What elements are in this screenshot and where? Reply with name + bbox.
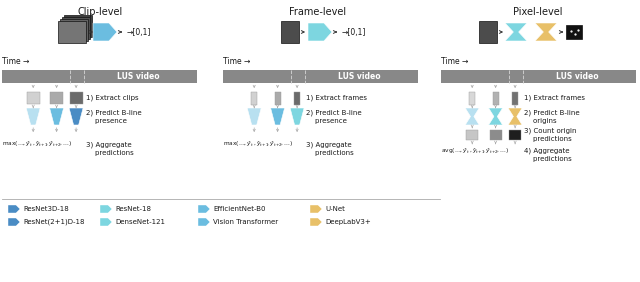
Text: 1) Extract frames: 1) Extract frames — [524, 95, 585, 101]
FancyBboxPatch shape — [469, 91, 475, 105]
Polygon shape — [271, 108, 285, 125]
FancyBboxPatch shape — [58, 21, 86, 43]
Polygon shape — [308, 23, 332, 41]
Polygon shape — [93, 23, 117, 41]
Polygon shape — [535, 23, 557, 41]
FancyBboxPatch shape — [60, 19, 88, 41]
Text: U-Net: U-Net — [325, 206, 345, 212]
Text: Pixel-level: Pixel-level — [513, 7, 563, 17]
FancyBboxPatch shape — [566, 25, 582, 39]
Text: Vision Transformer: Vision Transformer — [213, 219, 278, 225]
Text: 3) Count origin
    predictions: 3) Count origin predictions — [524, 128, 577, 142]
Polygon shape — [505, 23, 527, 41]
Polygon shape — [290, 108, 304, 125]
Polygon shape — [488, 108, 502, 125]
FancyBboxPatch shape — [509, 130, 521, 140]
Text: →[0,1]: →[0,1] — [127, 28, 152, 36]
FancyBboxPatch shape — [27, 92, 40, 104]
Polygon shape — [100, 205, 112, 213]
Polygon shape — [198, 218, 210, 226]
Text: Clip-level: Clip-level — [77, 7, 123, 17]
Text: 2) Predict B-line
    origins: 2) Predict B-line origins — [524, 109, 580, 124]
FancyBboxPatch shape — [275, 91, 280, 105]
FancyBboxPatch shape — [281, 21, 299, 43]
Text: $\max(\ldots,\hat{y}_t\,,\hat{y}_{t\!+\!1}\!,\hat{y}_{t\!+\!2}\!,\ldots)$: $\max(\ldots,\hat{y}_t\,,\hat{y}_{t\!+\!… — [2, 139, 72, 149]
Text: ResNet-18: ResNet-18 — [115, 206, 151, 212]
Polygon shape — [465, 108, 479, 125]
FancyBboxPatch shape — [479, 21, 497, 43]
Text: 1) Extract frames: 1) Extract frames — [306, 95, 367, 101]
Text: 4) Aggregate
    predictions: 4) Aggregate predictions — [524, 147, 572, 162]
FancyBboxPatch shape — [70, 92, 83, 104]
FancyBboxPatch shape — [62, 17, 90, 39]
Text: DenseNet-121: DenseNet-121 — [115, 219, 165, 225]
Text: LUS video: LUS video — [117, 72, 160, 81]
Polygon shape — [508, 108, 522, 125]
Text: LUS video: LUS video — [556, 72, 599, 81]
FancyBboxPatch shape — [64, 15, 92, 37]
Text: $\max(\ldots,\hat{y}_t\,,\hat{y}_{t\!+\!1}\!,\hat{y}_{t\!+\!2}\!,\ldots)$: $\max(\ldots,\hat{y}_t\,,\hat{y}_{t\!+\!… — [223, 139, 293, 149]
Text: Time →: Time → — [2, 58, 29, 67]
Text: 1) Extract clips: 1) Extract clips — [86, 95, 139, 101]
Text: Time →: Time → — [223, 58, 250, 67]
Text: ResNet(2+1)D-18: ResNet(2+1)D-18 — [23, 219, 84, 225]
Text: Frame-level: Frame-level — [289, 7, 347, 17]
Text: $\text{avg}(\ldots,\hat{y}_t\,,\hat{y}_{t\!+\!1}\!,\hat{y}_{t\!+\!2}\!,\ldots)$: $\text{avg}(\ldots,\hat{y}_t\,,\hat{y}_{… — [441, 146, 509, 156]
Text: EfficientNet-B0: EfficientNet-B0 — [213, 206, 266, 212]
Polygon shape — [8, 205, 20, 213]
Polygon shape — [100, 218, 112, 226]
FancyBboxPatch shape — [466, 130, 478, 140]
FancyBboxPatch shape — [490, 130, 502, 140]
Text: 3) Aggregate
    predictions: 3) Aggregate predictions — [306, 141, 354, 155]
FancyBboxPatch shape — [50, 92, 63, 104]
Polygon shape — [310, 205, 322, 213]
Polygon shape — [247, 108, 261, 125]
Text: DeepLabV3+: DeepLabV3+ — [325, 219, 371, 225]
FancyBboxPatch shape — [294, 91, 300, 105]
Bar — [223, 70, 418, 83]
FancyBboxPatch shape — [251, 91, 257, 105]
Polygon shape — [50, 108, 63, 125]
Text: Time →: Time → — [441, 58, 468, 67]
Text: 3) Aggregate
    predictions: 3) Aggregate predictions — [86, 141, 134, 155]
FancyBboxPatch shape — [512, 91, 518, 105]
Text: →[0,1]: →[0,1] — [342, 28, 366, 36]
Polygon shape — [310, 218, 322, 226]
Text: ResNet3D-18: ResNet3D-18 — [23, 206, 68, 212]
Polygon shape — [8, 218, 20, 226]
Bar — [441, 70, 636, 83]
FancyBboxPatch shape — [493, 91, 499, 105]
Bar — [2, 70, 197, 83]
Text: 2) Predict B-line
    presence: 2) Predict B-line presence — [86, 109, 141, 124]
Polygon shape — [198, 205, 210, 213]
Polygon shape — [26, 108, 40, 125]
Polygon shape — [69, 108, 83, 125]
Text: LUS video: LUS video — [338, 72, 381, 81]
Text: 2) Predict B-line
    presence: 2) Predict B-line presence — [306, 109, 362, 124]
